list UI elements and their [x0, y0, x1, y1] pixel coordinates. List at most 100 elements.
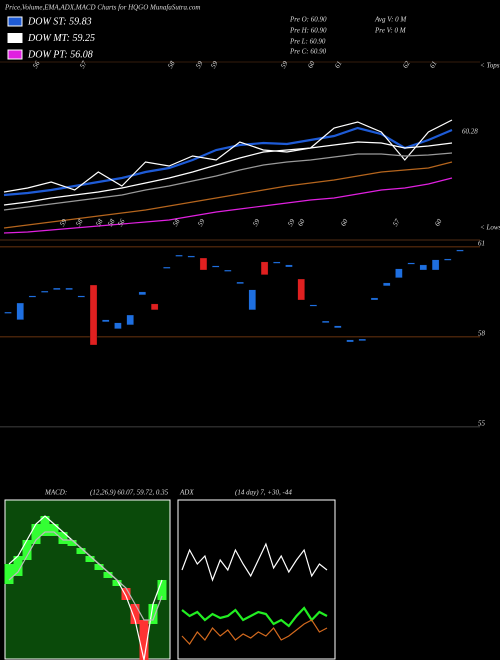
macd-bar [4, 564, 14, 584]
candle [370, 297, 379, 301]
date-label: 58 [94, 217, 105, 227]
macd-bar [121, 588, 131, 600]
candle [16, 302, 24, 320]
date-label: 59 [196, 217, 207, 227]
macd-bar [67, 540, 77, 546]
date-label: 58 [106, 217, 117, 227]
macd-bar [139, 620, 149, 660]
value-label: 60.28 [462, 128, 478, 136]
date-label: 61 [333, 60, 343, 70]
macd-bar [130, 604, 140, 624]
candle [114, 322, 122, 329]
macd-bar [49, 524, 59, 536]
candle [395, 268, 403, 278]
candle [77, 295, 85, 298]
candle [150, 303, 159, 311]
macd-bar [148, 604, 158, 624]
candle [285, 264, 293, 268]
panel-title: MACD: [44, 489, 67, 497]
candle [407, 262, 415, 265]
page-title: Price,Volume,EMA,ADX,MACD Charts for HQG… [4, 4, 200, 12]
date-label: 60 [339, 217, 350, 227]
candle [383, 282, 391, 287]
candle [212, 265, 220, 268]
date-label: 56 [31, 59, 42, 69]
candle [456, 249, 464, 252]
date-label: 57 [391, 217, 402, 227]
panel [177, 499, 336, 660]
candle [126, 314, 134, 326]
series-line [3, 152, 453, 211]
candle [297, 278, 305, 301]
panel-title: ADX [179, 489, 194, 497]
date-label: 59 [58, 217, 69, 227]
legend-label: DOW ST: 59.83 [27, 16, 92, 27]
date-label: 58 [166, 59, 177, 69]
macd-bar [22, 540, 32, 560]
series-line [3, 161, 453, 229]
date-label: 59 [286, 217, 297, 227]
info: Pre H: 60.90 [289, 27, 327, 35]
macd-bar [85, 556, 95, 562]
macd-bar [31, 524, 41, 544]
date-label: 59 [194, 59, 205, 69]
candle [358, 338, 366, 341]
series-line [8, 531, 163, 621]
info: Avg V: 0 M [374, 16, 407, 24]
info: Pre C: 60.90 [289, 48, 327, 56]
date-label: 59 [279, 59, 290, 69]
macd-bar [13, 556, 23, 576]
candle [236, 281, 244, 284]
macd-bar [112, 580, 122, 586]
macd-bar [40, 516, 50, 536]
legend-label: DOW MT: 59.25 [27, 33, 95, 44]
panel-subtitle: (14 day) 7, +30, -44 [235, 489, 292, 497]
candle [334, 325, 342, 329]
date-label: 58 [171, 217, 182, 227]
candle [199, 257, 208, 271]
y-tick-label: 61 [478, 240, 485, 248]
date-label: 59 [209, 59, 220, 69]
series-line [181, 619, 328, 645]
macd-bar [103, 572, 113, 578]
candle [102, 319, 110, 323]
date-label: 61 [428, 60, 438, 70]
legend-label: DOW PT: 56.08 [27, 49, 93, 60]
panel-subtitle: (12,26,9) 60.07, 59.72, 0.35 [90, 489, 169, 497]
legend-swatch [7, 49, 23, 60]
series-line [181, 606, 328, 628]
candle [163, 266, 171, 269]
candle [346, 339, 354, 343]
candle [444, 258, 452, 261]
candle [89, 284, 98, 346]
candle [175, 254, 183, 257]
candle [224, 269, 232, 272]
candle [65, 287, 73, 290]
candle [260, 261, 269, 275]
series-line [3, 119, 453, 193]
date-label: 57 [78, 59, 89, 69]
macd-bar [58, 532, 68, 544]
date-label: 59 [251, 217, 262, 227]
candle [187, 255, 195, 258]
candle [138, 291, 147, 296]
candle [248, 289, 256, 311]
series-line [3, 126, 453, 197]
y-tick-label: 55 [478, 420, 486, 428]
candle [40, 290, 49, 293]
candle [53, 287, 61, 290]
macd-bar [76, 548, 86, 554]
candle [4, 311, 12, 314]
candle [419, 264, 428, 271]
candle [273, 261, 281, 264]
date-label: 60 [433, 217, 444, 227]
info: Pre O: 60.90 [289, 16, 327, 24]
series-line [181, 542, 328, 582]
date-label: 60 [296, 217, 307, 227]
annotation: < Tops [480, 62, 500, 70]
candle [431, 259, 440, 271]
date-label: 56 [116, 217, 127, 227]
annotation: < Lows [480, 224, 500, 232]
candle [28, 295, 37, 298]
